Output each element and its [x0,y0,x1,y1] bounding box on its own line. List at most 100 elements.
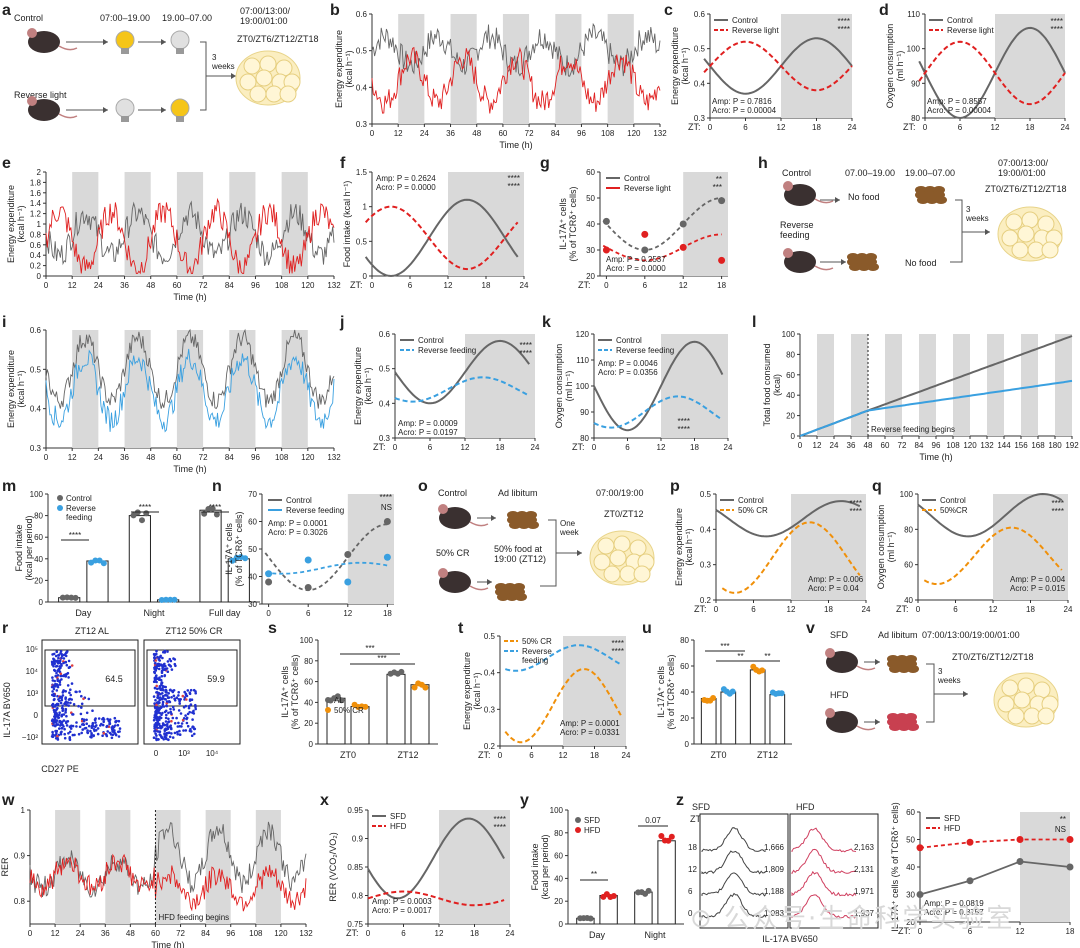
event-dot [65,651,68,655]
event-dot [155,703,158,707]
category-label: ZT12 [397,750,418,760]
event-dot [94,729,98,732]
event-dot [58,699,61,703]
event-dot [181,694,185,698]
event-dot [117,730,120,734]
event-dot [51,735,55,739]
y-axis-label: Food intake(kcal per period) [14,515,34,580]
event-dot [161,702,165,706]
x-tick-label: 132 [980,441,994,450]
y-tick-label: 0.8 [30,230,42,239]
event-dot [188,698,192,701]
x-tick-label: 120 [963,441,977,450]
event-dot [51,676,54,679]
x-tick-label: 96 [932,441,941,450]
x-tick-label: 0 [916,605,921,614]
event-dot [161,656,164,660]
x-axis-label: Time (h) [173,464,206,474]
category-label: ZT0 [340,750,356,760]
legend-label: Reverse light [624,184,671,193]
x-tick-label: 108 [946,441,960,450]
data-point [171,596,178,603]
histogram-trace [791,894,857,919]
data-point [422,684,429,691]
event-dot [167,738,170,742]
y-tick-label: 40 [680,688,689,697]
x-axis-label: Time (h) [173,292,206,302]
curve-control [918,26,1066,120]
legend-label: SFD [584,816,600,825]
panel-label-z: z [676,792,684,809]
event-dot [169,724,172,727]
event-dot [157,702,160,705]
sfd-label: SFD [830,630,849,640]
event-dot [158,678,161,681]
y-tick-label: 40 [248,573,257,582]
reverse-label: Reverse feeding [780,220,814,240]
event-dot [157,662,161,666]
data-point [229,557,236,564]
x-tick-label: 12 [461,443,470,452]
event-dot [155,649,158,653]
x-tick-label: 12 [989,605,998,614]
x-tick-label: 6 [529,751,534,760]
zt-label: ZT0/ZT12 [604,509,644,519]
event-dot [62,661,65,665]
event-dot [60,656,63,660]
event-dot [194,705,197,709]
event-dot [173,722,177,725]
dark-phase-shade [791,494,866,600]
night-shade [1021,334,1038,436]
legend-label: HFD [944,824,961,833]
legend-label: AL [334,696,344,705]
x-tick-label: 72 [525,129,534,138]
y-axis-label: Energy expenditure(kcal h⁻¹) [462,652,482,730]
curve-control [917,492,1063,538]
panel-label-x: x [320,792,329,809]
event-dot [85,722,88,725]
x-tick-label: 12 [68,453,77,462]
event-dot [173,731,177,735]
event-dot [187,704,191,708]
y-tick-label: −10² [22,733,39,742]
x-tick-label: 0 [366,929,371,938]
significance-stars: **** [1052,499,1064,508]
y-tick-label: 0.85 [347,863,363,872]
legend-label: 50% CR [334,706,364,715]
event-dot [54,685,57,688]
x-tick-label: 0 [266,609,271,618]
category-label: Night [143,608,165,618]
x-tick-label: 0 [923,123,928,132]
zt-label: ZT: [688,122,701,132]
event-dot [157,658,161,661]
event-dot [161,692,164,695]
event-dot [184,714,187,717]
night-shade [885,334,902,436]
event-dot [55,650,58,653]
event-dot [61,709,64,712]
sfd-title: SFD [692,802,711,812]
event-dot [53,715,56,718]
event-dot [99,724,102,727]
x-axis-label: Time (h) [919,452,952,462]
significance-stars: **** [850,507,862,516]
schedule-label: 07:00/13:00/19:00/01:00 [240,6,291,26]
night-shade [987,334,1004,436]
plot-title: ZT12 50% CR [165,626,223,636]
event-dot [97,717,101,720]
x-tick-label: 0 [393,443,398,452]
panel-label-e: e [2,155,11,172]
event-dot [56,737,59,740]
event-dot [164,693,167,697]
event-dot [53,717,57,721]
event-dot [113,716,117,720]
x-tick-label: 12 [777,123,786,132]
control-mouse-icon [439,507,471,529]
histogram-trace [791,848,857,874]
y-tick-label: 0.6 [356,10,368,19]
